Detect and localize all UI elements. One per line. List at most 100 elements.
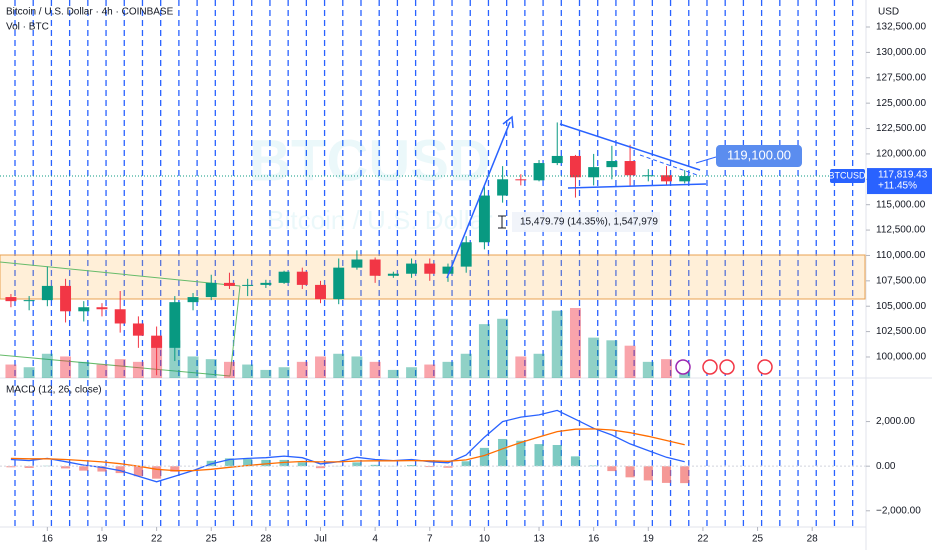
histogram-bar bbox=[279, 459, 289, 467]
histogram-bar bbox=[443, 466, 453, 468]
histogram-bar bbox=[516, 440, 526, 467]
candle-body bbox=[497, 179, 509, 196]
y-tick-label: 100,000.00 bbox=[876, 352, 926, 363]
x-tick-label: 25 bbox=[206, 534, 218, 545]
x-tick-label: 16 bbox=[42, 534, 54, 545]
x-tick-label: 22 bbox=[697, 534, 709, 545]
event-icons bbox=[675, 359, 773, 375]
candle-body bbox=[23, 300, 35, 302]
x-tick-label: 4 bbox=[372, 534, 378, 545]
candle-body bbox=[624, 161, 636, 176]
histogram-bar bbox=[407, 465, 417, 467]
volume-bar bbox=[606, 340, 618, 378]
volume-bar bbox=[223, 361, 235, 378]
event-icon[interactable] bbox=[757, 359, 773, 375]
volume-bar bbox=[333, 353, 345, 378]
candle-body bbox=[569, 155, 581, 178]
volume-bar bbox=[533, 353, 545, 378]
candle-body bbox=[223, 282, 235, 286]
x-tick-label: 19 bbox=[643, 534, 655, 545]
histogram-bar bbox=[6, 466, 16, 468]
x-tick-label: 19 bbox=[96, 534, 108, 545]
candle-body bbox=[5, 297, 17, 302]
histogram-bar bbox=[97, 466, 107, 472]
volume-bar bbox=[551, 310, 563, 378]
watermark-name: Bitcoin / U.S. Dollar bbox=[267, 205, 493, 235]
candle-body bbox=[406, 263, 418, 274]
histogram-bar bbox=[534, 444, 544, 467]
candle-body bbox=[606, 161, 618, 168]
candle-body bbox=[661, 175, 672, 182]
volume-bar bbox=[497, 318, 509, 378]
volume-bar bbox=[442, 361, 454, 378]
volume-bar bbox=[588, 337, 600, 378]
plot bbox=[5, 122, 691, 484]
event-icon[interactable] bbox=[719, 359, 735, 375]
histogram-bar bbox=[479, 447, 489, 467]
histogram-bar bbox=[643, 466, 653, 481]
candle-body bbox=[114, 309, 126, 324]
y-tick-label: 107,500.00 bbox=[876, 275, 926, 286]
candle-body bbox=[41, 285, 53, 301]
last-price-label: 117,819.43 bbox=[878, 170, 928, 181]
macd-title: MACD (12, 26, close) bbox=[6, 385, 102, 396]
histogram-bar bbox=[661, 466, 672, 483]
candle-body bbox=[278, 271, 290, 283]
volume-bar bbox=[260, 369, 272, 378]
volume-bar bbox=[642, 361, 654, 378]
y-tick-label: 105,000.00 bbox=[876, 301, 926, 312]
macd-line bbox=[10, 428, 685, 472]
candle-body bbox=[442, 266, 454, 274]
candle-body bbox=[78, 307, 90, 312]
histogram-bar bbox=[352, 462, 362, 467]
trend-line bbox=[0, 354, 231, 377]
x-tick-label: 16 bbox=[588, 534, 600, 545]
histogram-bar bbox=[461, 461, 471, 467]
symbol-tag: BTCUSD bbox=[828, 170, 866, 180]
currency: USD bbox=[878, 7, 899, 18]
alert-label: 119,100.00 bbox=[727, 147, 791, 162]
candle-body bbox=[187, 297, 199, 303]
volume-bar bbox=[205, 359, 217, 378]
y-tick-label: 0.00 bbox=[876, 461, 896, 472]
event-icon[interactable] bbox=[675, 359, 691, 375]
measure-label: 15,479.79 (14.35%), 1,547,979 bbox=[520, 217, 658, 228]
volume-bar bbox=[114, 359, 126, 378]
histogram-bar bbox=[152, 466, 162, 479]
histogram-bar bbox=[61, 466, 71, 469]
volume-bar bbox=[406, 367, 418, 378]
candle-body bbox=[296, 271, 308, 285]
candle-body bbox=[387, 273, 399, 276]
x-tick-label: Jul bbox=[314, 534, 327, 545]
candle-body bbox=[679, 176, 691, 182]
alert-box bbox=[716, 145, 802, 168]
volume-bar bbox=[41, 353, 53, 378]
volume-bar bbox=[315, 356, 326, 378]
vertical-lines bbox=[14, 0, 854, 527]
volume-bar bbox=[60, 356, 72, 378]
candle-body bbox=[205, 282, 217, 298]
y-tick-label: 110,000.00 bbox=[876, 250, 926, 261]
volume-bar bbox=[387, 369, 399, 378]
volume-bar bbox=[460, 353, 472, 378]
volume-bar bbox=[5, 364, 17, 378]
volume-bar bbox=[78, 361, 90, 378]
volume-bar bbox=[278, 367, 290, 378]
histogram-bar bbox=[243, 459, 253, 467]
x-tick-label: 10 bbox=[479, 534, 491, 545]
x-tick-label: 25 bbox=[752, 534, 764, 545]
x-tick-label: 28 bbox=[260, 534, 272, 545]
histogram-bar bbox=[552, 444, 562, 467]
chart-title: Bitcoin / U.S. Dollar · 4h · COINBASE bbox=[6, 7, 174, 18]
candle-body bbox=[460, 242, 472, 267]
candle-body bbox=[242, 284, 254, 286]
event-icon[interactable] bbox=[702, 359, 718, 375]
volume-bar bbox=[351, 356, 363, 378]
volume-bar bbox=[624, 345, 636, 378]
y-tick-label: −2,000.00 bbox=[876, 505, 921, 516]
y-tick-label: 132,500.00 bbox=[876, 22, 926, 33]
volume-bar bbox=[296, 361, 308, 378]
x-tick-label: 28 bbox=[807, 534, 819, 545]
candle-body bbox=[260, 282, 272, 285]
candle-body bbox=[169, 302, 181, 348]
